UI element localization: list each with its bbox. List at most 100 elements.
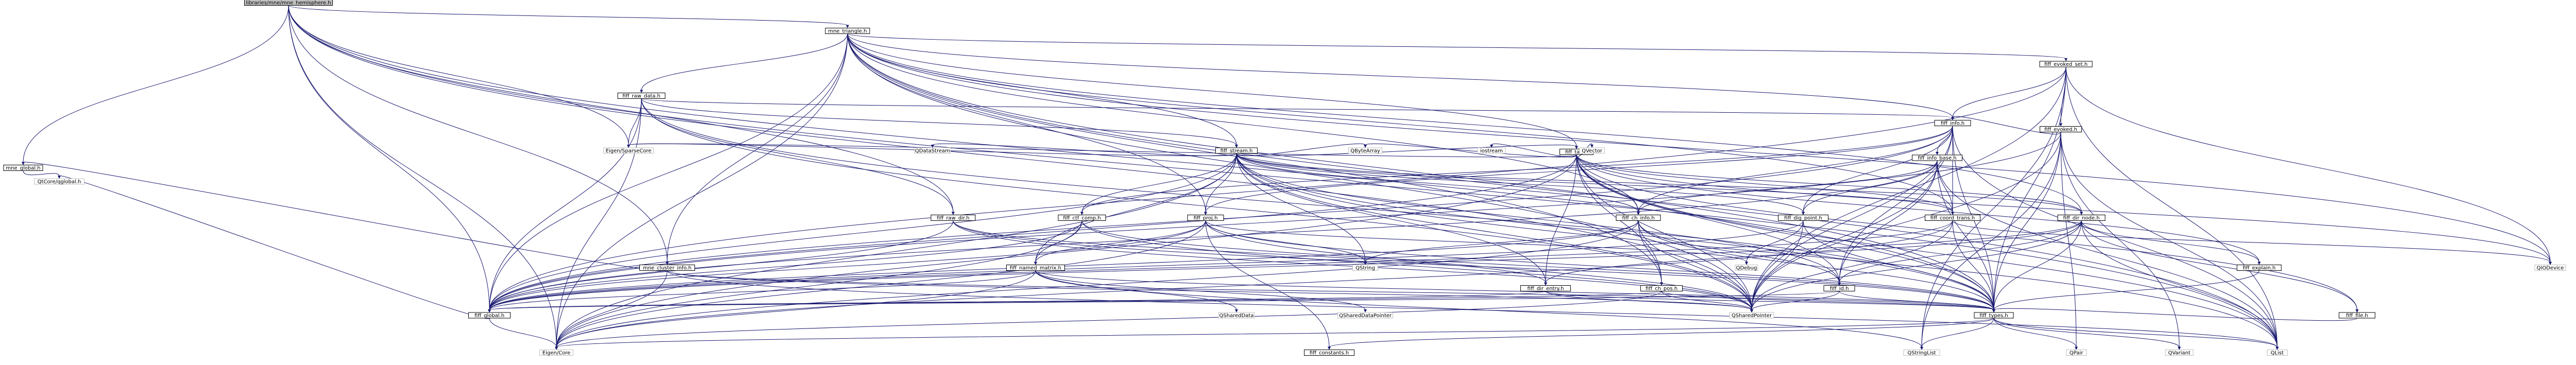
edge-mne-global-to-qtconfig xyxy=(23,170,60,177)
edge-fiff-stream-to-fiff-id xyxy=(1236,153,1840,283)
node-fiff-id[interactable]: fiff_id.h xyxy=(1823,285,1855,292)
node-box xyxy=(1912,154,1962,161)
node-mne-global[interactable]: mne_global.h xyxy=(3,165,43,171)
node-box xyxy=(1729,312,1774,319)
node-qdatastream[interactable]: QDataStream xyxy=(914,147,951,154)
node-fiff-coord-trans[interactable]: fiff_coord_trans.h xyxy=(1925,215,1980,221)
node-fiff-ctf-comp[interactable]: fiff_ctf_comp.h xyxy=(1058,215,1106,221)
node-label: QList xyxy=(2270,351,2283,356)
node-label: fiff_proj.h xyxy=(1194,216,1218,221)
node-fiff-evoked-set[interactable]: fiff_evoked_set.h xyxy=(2039,61,2093,67)
node-mne-cluster[interactable]: mne_cluster_info.h xyxy=(639,265,695,271)
node-box xyxy=(2040,126,2082,132)
node-box xyxy=(1520,285,1571,291)
edge-fiff-dig-point-to-qdebug xyxy=(1746,220,1804,263)
node-qshareddata[interactable]: QSharedData xyxy=(1218,312,1255,319)
edge-arrowhead xyxy=(1364,145,1367,148)
node-fiff-explain[interactable]: fiff_explain.h xyxy=(2236,265,2282,271)
node-label: fiff_raw_data.h xyxy=(622,94,660,99)
node-qshared[interactable]: QSharedPointer xyxy=(1729,312,1774,319)
node-fiff-raw-data[interactable]: fiff_raw_data.h xyxy=(617,93,666,99)
node-label: fiff_raw_dir.h xyxy=(937,216,969,221)
node-fiff-evoked[interactable]: fiff_evoked.h xyxy=(2040,126,2082,133)
node-qiodevice[interactable]: QIODevice xyxy=(2534,265,2566,271)
node-qlist[interactable]: QList xyxy=(2267,350,2287,356)
node-qpair[interactable]: QPair xyxy=(2066,350,2087,356)
node-eigen-sparse[interactable]: Eigen/SparseCore xyxy=(603,147,654,154)
node-fiff-dir-node[interactable]: fiff_dir_node.h xyxy=(2057,215,2106,221)
edge-fiff-dir-node-to-fiff-file xyxy=(2081,220,2358,310)
edge-fiff-ch-info-to-fiff-id xyxy=(1638,220,1840,283)
node-qstring[interactable]: QString xyxy=(1352,265,1378,271)
edge-fiff-evoked-to-fiff-info xyxy=(1952,116,2061,134)
edge-arrowhead xyxy=(22,162,25,165)
edge-arrowhead xyxy=(846,25,849,28)
node-label: fiff_ch_pos.h xyxy=(1646,286,1677,292)
node-iostream[interactable]: iostream xyxy=(1477,147,1506,154)
node-fiff-raw-dir[interactable]: fiff_raw_dir.h xyxy=(930,215,976,221)
edge-arrowhead xyxy=(1544,282,1547,286)
node-fiff-dig-point[interactable]: fiff_dig_point.h xyxy=(1778,215,1828,221)
edge-fiff-evoked-set-to-fiff-info xyxy=(1952,66,2066,118)
edge-fiff-evoked-to-fiff-global xyxy=(489,132,2061,310)
edge-mne-cluster-to-eigen-core xyxy=(556,270,668,347)
node-qdebug[interactable]: QDebug xyxy=(1735,265,1758,271)
node-qtconfig[interactable]: QtCore/qglobal.h xyxy=(34,178,84,185)
node-fiff-proj[interactable]: fiff_proj.h xyxy=(1187,215,1224,221)
node-fiff-ch-info[interactable]: fiff_ch_info.h xyxy=(1616,215,1661,221)
edge-tri-to-fiff-proj xyxy=(847,33,1206,213)
edge-arrowhead xyxy=(1328,346,1331,350)
node-qshareddataptr[interactable]: QSharedDataPointer xyxy=(1337,312,1393,319)
edge-arrowhead xyxy=(1364,262,1367,265)
node-fiff-file[interactable]: fiff_file.h xyxy=(2338,312,2376,319)
node-label: fiff_coord_trans.h xyxy=(1930,216,1975,221)
edge-fiff-stream-to-qbytearray xyxy=(1236,143,1366,157)
node-tri[interactable]: mne_triangle.h xyxy=(825,28,870,34)
edge-fiff-tag-to-fiff-id xyxy=(1576,154,1840,283)
edge-fiff-evoked-set-to-qshared xyxy=(1751,66,2066,310)
edge-arrowhead xyxy=(1590,145,1594,148)
edge-arrowhead xyxy=(2064,58,2067,61)
node-box xyxy=(1477,147,1506,154)
edge-arrowhead xyxy=(1364,309,1367,312)
edge-fiff-info-base-to-fiff-coord-trans xyxy=(1937,160,1953,213)
node-box xyxy=(539,350,573,356)
edge-arrowhead xyxy=(1637,212,1640,215)
node-fiff-stream[interactable]: fiff_stream.h xyxy=(1215,147,1258,154)
node-qbytearray[interactable]: QByteArray xyxy=(1348,147,1382,154)
node-qvariant[interactable]: QVariant xyxy=(2165,350,2194,356)
edge-fiff-ctf-comp-to-fiff-global xyxy=(489,220,1082,310)
node-box xyxy=(1187,215,1224,221)
node-label: fiff_evoked_set.h xyxy=(2044,62,2088,67)
node-fiff-ch-pos[interactable]: fiff_ch_pos.h xyxy=(1640,285,1683,292)
edge-fiff-named-matrix-to-fiff-global xyxy=(489,270,1036,310)
node-fiff-info[interactable]: fiff_info.h xyxy=(1934,120,1971,127)
node-fiff-dir-entry[interactable]: fiff_dir_entry.h xyxy=(1520,285,1571,292)
node-layer: libraries/mne/mne_hemisphere.h mne_global… xyxy=(3,0,2566,356)
node-eigen-core[interactable]: Eigen/Core xyxy=(539,350,573,356)
edge-fiff-tag-to-qbytearray xyxy=(1365,143,1577,158)
edge-arrowhead xyxy=(2276,346,2279,350)
edge-tri-to-fiff-info xyxy=(847,33,1953,118)
edge-arrowhead xyxy=(952,212,955,215)
node-label: QDebug xyxy=(1736,266,1757,271)
edge-fiff-evoked-to-qlist xyxy=(2060,132,2278,347)
node-label: QByteArray xyxy=(1350,148,1380,154)
node-root[interactable]: libraries/mne/mne_hemisphere.h xyxy=(244,0,333,6)
node-qvector[interactable]: QVector xyxy=(1579,147,1605,154)
node-label: fiff_ctf_comp.h xyxy=(1063,216,1100,221)
edge-root-to-eigen-sparse xyxy=(288,5,629,146)
node-fiff-info-base[interactable]: fiff_info_base.h xyxy=(1912,154,1962,161)
edge-layer xyxy=(22,5,2552,350)
node-qstringlist[interactable]: QStringList xyxy=(1903,350,1940,356)
node-fiff-named-matrix[interactable]: fiff_named_matrix.h xyxy=(1006,265,1065,271)
node-box xyxy=(1215,147,1258,154)
node-fiff-global[interactable]: fiff_global.h xyxy=(468,312,511,319)
node-fiff-constants[interactable]: fiff_constants.h xyxy=(1304,350,1354,356)
node-box xyxy=(1058,215,1106,221)
node-fiff-types[interactable]: fiff_types.h xyxy=(1974,312,2014,319)
edge-tri-to-qlist xyxy=(847,33,2278,347)
node-box xyxy=(3,165,43,171)
edge-fiff-info-base-to-fiff-types xyxy=(1937,160,1994,310)
edge-fiff-dir-node-to-fiff-types xyxy=(1993,220,2082,310)
